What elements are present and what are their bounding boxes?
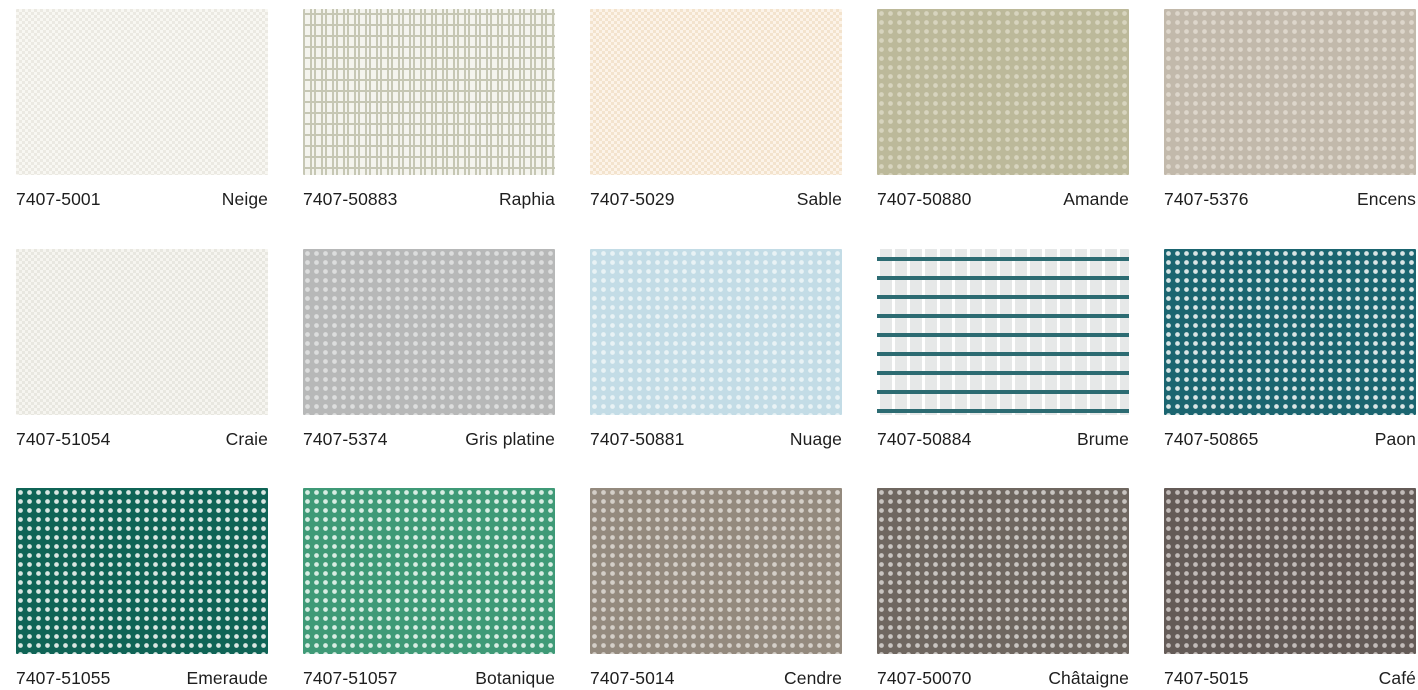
swatch-code: 7407-50070 (877, 668, 972, 688)
swatch-card-cendre[interactable]: 7407-5014 Cendre (590, 488, 842, 688)
fabric-swatch[interactable] (877, 488, 1129, 654)
swatch-code: 7407-5014 (590, 668, 675, 688)
swatch-code: 7407-51055 (16, 668, 111, 688)
swatch-card-encens[interactable]: 7407-5376 Encens (1164, 9, 1416, 209)
swatch-name: Nuage (789, 429, 842, 449)
swatch-caption: 7407-50884 Brume (877, 429, 1129, 449)
swatch-name: Châtaigne (1048, 668, 1129, 688)
swatch-name: Paon (1374, 429, 1416, 449)
swatch-card-emeraude[interactable]: 7407-51055 Emeraude (16, 488, 268, 688)
fabric-swatch[interactable] (1164, 488, 1416, 654)
swatch-card-cafe[interactable]: 7407-5015 Café (1164, 488, 1416, 688)
swatch-caption: 7407-51054 Craie (16, 429, 268, 449)
swatch-code: 7407-5376 (1164, 189, 1249, 209)
swatch-code: 7407-50865 (1164, 429, 1259, 449)
swatch-caption: 7407-50881 Nuage (590, 429, 842, 449)
swatch-code: 7407-5374 (303, 429, 388, 449)
swatch-caption: 7407-51057 Botanique (303, 668, 555, 688)
swatch-code: 7407-5015 (1164, 668, 1249, 688)
swatch-name: Cendre (784, 668, 842, 688)
swatch-card-sable[interactable]: 7407-5029 Sable (590, 9, 842, 209)
swatch-name: Encens (1357, 189, 1416, 209)
swatch-card-raphia[interactable]: 7407-50883 Raphia (303, 9, 555, 209)
fabric-swatch[interactable] (1164, 249, 1416, 415)
fabric-swatch[interactable] (1164, 9, 1416, 175)
swatch-card-gris-platine[interactable]: 7407-5374 Gris platine (303, 249, 555, 449)
swatch-name: Café (1378, 668, 1416, 688)
swatch-name: Neige (221, 189, 268, 209)
swatch-card-brume[interactable]: 7407-50884 Brume (877, 249, 1129, 449)
swatch-card-neige[interactable]: 7407-5001 Neige (16, 9, 268, 209)
swatch-card-nuage[interactable]: 7407-50881 Nuage (590, 249, 842, 449)
swatch-name: Raphia (498, 189, 555, 209)
swatch-caption: 7407-5001 Neige (16, 189, 268, 209)
swatch-code: 7407-50881 (590, 429, 685, 449)
swatch-caption: 7407-51055 Emeraude (16, 668, 268, 688)
swatch-caption: 7407-5374 Gris platine (303, 429, 555, 449)
swatch-caption: 7407-5376 Encens (1164, 189, 1416, 209)
swatch-card-paon[interactable]: 7407-50865 Paon (1164, 249, 1416, 449)
swatch-code: 7407-51057 (303, 668, 398, 688)
swatch-code: 7407-5001 (16, 189, 101, 209)
swatch-name: Craie (225, 429, 268, 449)
fabric-swatch[interactable] (16, 488, 268, 654)
swatch-caption: 7407-5014 Cendre (590, 668, 842, 688)
swatch-caption: 7407-50880 Amande (877, 189, 1129, 209)
fabric-swatch[interactable] (16, 9, 268, 175)
swatch-caption: 7407-5029 Sable (590, 189, 842, 209)
swatch-card-chataigne[interactable]: 7407-50070 Châtaigne (877, 488, 1129, 688)
swatch-code: 7407-51054 (16, 429, 111, 449)
swatch-card-amande[interactable]: 7407-50880 Amande (877, 9, 1129, 209)
swatch-card-botanique[interactable]: 7407-51057 Botanique (303, 488, 555, 688)
swatch-caption: 7407-50883 Raphia (303, 189, 555, 209)
swatch-code: 7407-50880 (877, 189, 972, 209)
swatch-caption: 7407-50865 Paon (1164, 429, 1416, 449)
fabric-swatch[interactable] (303, 249, 555, 415)
swatch-card-craie[interactable]: 7407-51054 Craie (16, 249, 268, 449)
swatch-name: Sable (796, 189, 842, 209)
fabric-swatch[interactable] (590, 9, 842, 175)
fabric-swatch[interactable] (590, 249, 842, 415)
fabric-swatch[interactable] (877, 249, 1129, 415)
swatch-code: 7407-50884 (877, 429, 972, 449)
swatch-name: Amande (1063, 189, 1129, 209)
swatch-caption: 7407-50070 Châtaigne (877, 668, 1129, 688)
swatch-name: Botanique (475, 668, 555, 688)
fabric-swatch[interactable] (877, 9, 1129, 175)
fabric-swatch[interactable] (16, 249, 268, 415)
swatch-name: Gris platine (465, 429, 555, 449)
swatch-name: Emeraude (186, 668, 268, 688)
swatch-code: 7407-50883 (303, 189, 398, 209)
swatch-name: Brume (1076, 429, 1129, 449)
fabric-swatch[interactable] (303, 9, 555, 175)
swatch-code: 7407-5029 (590, 189, 675, 209)
swatch-caption: 7407-5015 Café (1164, 668, 1416, 688)
fabric-swatch[interactable] (303, 488, 555, 654)
fabric-swatch[interactable] (590, 488, 842, 654)
